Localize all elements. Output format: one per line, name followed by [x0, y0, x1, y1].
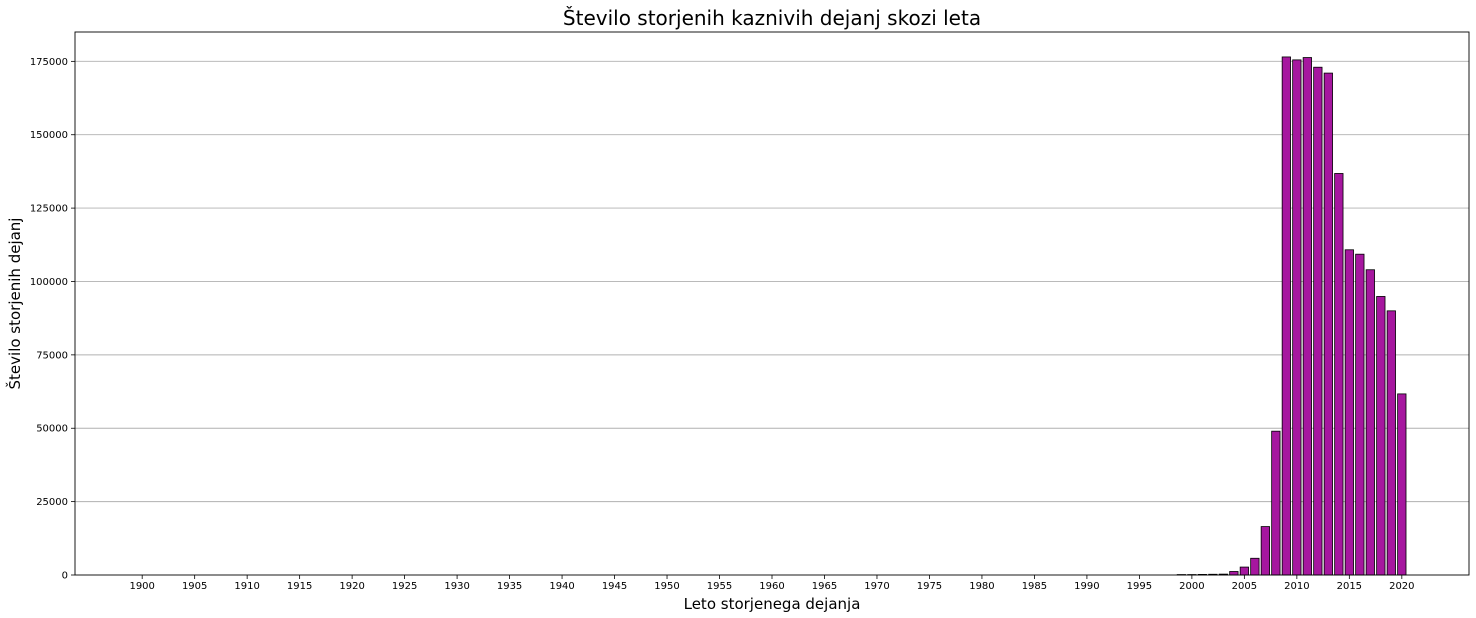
x-tick-label: 1965 — [812, 581, 837, 592]
bar — [1250, 557, 1260, 576]
x-axis-label: Leto storjenega dejanja — [684, 595, 861, 613]
x-tick-label: 1950 — [654, 581, 679, 592]
y-tick-label: 75000 — [36, 350, 68, 361]
plot-frame — [74, 31, 1470, 576]
x-tick-label: 1970 — [864, 581, 889, 592]
bar — [1302, 57, 1312, 576]
y-tick-label: 25000 — [36, 497, 68, 508]
x-tick-label: 1930 — [444, 581, 469, 592]
x-tick-label: 1990 — [1074, 581, 1099, 592]
grid-lines — [75, 60, 1469, 503]
bar — [1365, 269, 1375, 576]
y-tick-label: 150000 — [30, 130, 68, 141]
x-tick-label: 1920 — [339, 581, 364, 592]
y-tick-label: 50000 — [36, 424, 68, 435]
bar — [1323, 72, 1333, 576]
y-tick-label: 175000 — [30, 57, 68, 68]
x-tick-label: 1900 — [129, 581, 154, 592]
bar — [1334, 173, 1344, 576]
y-axis-label: Število storjenih dejanj — [5, 218, 24, 390]
bar — [1355, 253, 1365, 576]
x-tick-label: 1960 — [759, 581, 784, 592]
x-axis-ticks: 1900 1905 1910 1915 1920 1925 1930 1935 1940 1945… — [129, 575, 1415, 592]
bar — [1260, 526, 1270, 576]
x-tick-label: 1940 — [549, 581, 574, 592]
bar — [1376, 296, 1386, 576]
x-tick-label: 1955 — [707, 581, 732, 592]
bar — [1386, 310, 1396, 576]
bar — [1239, 566, 1249, 576]
bar — [1397, 393, 1407, 576]
y-tick-label: 125000 — [30, 204, 68, 215]
bar — [1292, 59, 1302, 576]
x-tick-label: 1925 — [392, 581, 417, 592]
x-tick-label: 1945 — [602, 581, 627, 592]
y-tick-label: 0 — [62, 571, 68, 582]
y-axis-ticks: 0 25000 50000 75000 100000 125000 150000 175000 — [30, 57, 75, 582]
x-tick-label: 2005 — [1232, 581, 1257, 592]
x-tick-label: 2010 — [1284, 581, 1309, 592]
x-tick-label: 2020 — [1389, 581, 1414, 592]
x-tick-label: 1915 — [287, 581, 312, 592]
bar — [1271, 430, 1281, 576]
x-tick-label: 2015 — [1337, 581, 1362, 592]
bar — [1313, 66, 1323, 576]
x-tick-label: 1975 — [917, 581, 942, 592]
y-tick-label: 100000 — [30, 277, 68, 288]
x-tick-label: 1985 — [1022, 581, 1047, 592]
x-tick-label: 2000 — [1179, 581, 1204, 592]
x-tick-label: 1995 — [1127, 581, 1152, 592]
bars — [1176, 56, 1407, 576]
chart-title: Število storjenih kaznivih dejanj skozi … — [563, 6, 981, 30]
bar — [1344, 249, 1354, 576]
x-tick-label: 1905 — [182, 581, 207, 592]
bar — [1281, 56, 1291, 576]
x-tick-label: 1935 — [497, 581, 522, 592]
x-tick-label: 1910 — [234, 581, 259, 592]
x-tick-label: 1980 — [969, 581, 994, 592]
bar — [1229, 571, 1239, 576]
